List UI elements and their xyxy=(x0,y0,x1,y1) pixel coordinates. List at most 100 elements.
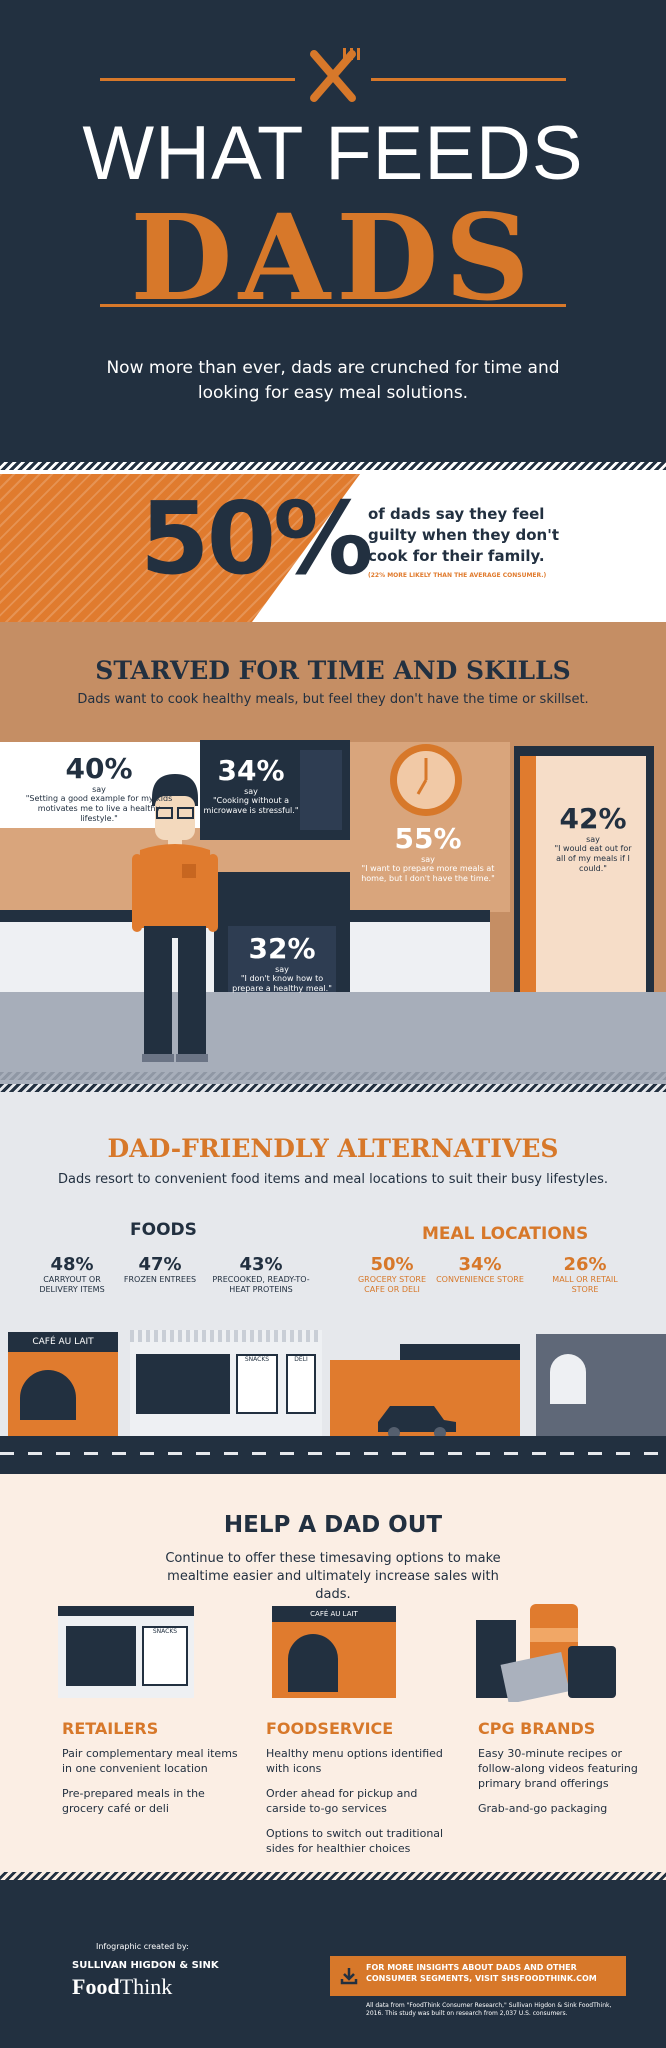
food-label: CARRYOUT OR DELIVERY ITEMS xyxy=(39,1275,105,1294)
logo-think: Think xyxy=(119,1974,173,1999)
foodservice-sign: CAFÉ AU LAIT xyxy=(272,1606,396,1622)
food-percent: 48% xyxy=(50,1254,94,1275)
agency-name: SULLIVAN HIGDON & SINK xyxy=(72,1960,219,1971)
column-item: Order ahead for pickup and carside to-go… xyxy=(266,1787,418,1815)
cpg-brands-column: CPG BRANDS Easy 30-minute recipes or fol… xyxy=(478,1719,658,1826)
stat-quote: "Setting a good example for my kids moti… xyxy=(25,794,173,823)
header-subtitle: Now more than ever, dads are crunched fo… xyxy=(106,358,560,403)
header-rule-left xyxy=(100,78,295,81)
dad-figure xyxy=(132,774,218,1062)
clock-icon xyxy=(390,744,462,816)
location-percent: 34% xyxy=(458,1254,502,1275)
stat-40: 40% say "Setting a good example for my k… xyxy=(24,752,174,824)
retailer-window xyxy=(66,1626,136,1686)
header-rule-right xyxy=(371,78,566,81)
door-panel xyxy=(520,756,536,992)
stat-quote: "I want to prepare more meals at home, b… xyxy=(361,864,495,883)
stat-percent: 40% xyxy=(65,752,133,785)
header-rule-bottom xyxy=(100,304,566,307)
stove-top xyxy=(214,872,350,912)
cpg-packages-icon xyxy=(476,1604,616,1702)
created-by: Infographic created by: xyxy=(96,1942,189,1951)
fork-knife-icon xyxy=(310,48,360,102)
cta-text: FOR MORE INSIGHTS ABOUT DADS AND OTHER C… xyxy=(366,1963,597,1983)
stat-say: say xyxy=(275,965,289,974)
orange-banner xyxy=(0,474,360,622)
meal-locations-label: MEAL LOCATIONS xyxy=(422,1224,589,1244)
cta-banner[interactable]: FOR MORE INSIGHTS ABOUT DADS AND OTHER C… xyxy=(330,1956,626,1996)
help-section: HELP A DAD OUT Continue to offer these t… xyxy=(0,1474,666,1872)
microwave xyxy=(300,750,342,830)
stat-say: say xyxy=(421,855,435,864)
food-label: FROZEN ENTREES xyxy=(123,1275,197,1284)
street-dashes xyxy=(0,1452,666,1455)
doorway xyxy=(524,756,646,992)
column-title: FOODSERVICE xyxy=(266,1719,394,1738)
alternatives-heading: DAD-FRIENDLY ALTERNATIVES xyxy=(107,1134,559,1163)
countertop-right xyxy=(350,910,490,922)
food-percent: 43% xyxy=(239,1254,283,1275)
guilt-stat-band: 50% of dads say they feel guilty when th… xyxy=(0,462,666,622)
stat-say: say xyxy=(244,787,258,796)
retailer-snacks-sign: SNACKS xyxy=(142,1626,188,1686)
location-label: MALL OR RETAIL STORE xyxy=(552,1275,618,1294)
lower-cabinets-right xyxy=(350,922,490,996)
floor-stripe xyxy=(0,1072,666,1080)
location-stat-50: 50% GROCERY STORE CAFE OR DELI xyxy=(352,1254,432,1295)
street xyxy=(0,1436,666,1474)
stripe-divider xyxy=(0,1084,666,1092)
download-icon xyxy=(340,1968,358,1985)
gas-station-roof xyxy=(400,1344,520,1360)
stat-34: 34% say "Cooking without a microwave is … xyxy=(202,754,300,816)
stat-say: say xyxy=(92,785,106,794)
column-item: Easy 30-minute recipes or follow-along v… xyxy=(478,1747,638,1790)
mall-window xyxy=(550,1354,586,1404)
column-item: Pre-prepared meals in the grocery café o… xyxy=(62,1787,205,1815)
source-note: All data from "FoodThink Consumer Resear… xyxy=(366,2002,612,2017)
food-percent: 47% xyxy=(138,1254,182,1275)
guilt-text: of dads say they feel guilty when they d… xyxy=(368,505,559,565)
column-title: RETAILERS xyxy=(62,1719,159,1738)
guilt-percent: 50% xyxy=(140,480,373,597)
stat-percent: 34% xyxy=(217,754,285,787)
column-item: Healthy menu options identified with ico… xyxy=(266,1747,443,1775)
food-label: PRECOOKED, READY-TO-HEAT PROTEINS xyxy=(212,1275,310,1294)
deli-sign: DELI xyxy=(286,1354,316,1414)
cafe-sign: CAFÉ AU LAIT xyxy=(8,1332,118,1352)
title-line-1: WHAT FEEDS xyxy=(82,111,584,196)
foodthink-logo: FoodThink xyxy=(72,1974,172,2000)
stat-say: say xyxy=(586,835,600,844)
car-icon xyxy=(378,1406,456,1439)
stat-percent: 55% xyxy=(394,822,462,855)
guilt-note: (22% MORE LIKELY THAN THE AVERAGE CONSUM… xyxy=(368,572,547,579)
stat-55: 55% say "I want to prepare more meals at… xyxy=(360,822,496,884)
column-title: CPG BRANDS xyxy=(478,1719,596,1738)
starved-section: STARVED FOR TIME AND SKILLS Dads want to… xyxy=(0,622,666,1084)
stat-32: 32% say "I don't know how to prepare a h… xyxy=(230,932,334,994)
header: WHAT FEEDS DADS Now more than ever, dads… xyxy=(0,0,666,462)
stat-quote: "I don't know how to prepare a healthy m… xyxy=(232,974,332,993)
foodservice-window xyxy=(288,1634,338,1692)
location-stat-26: 26% MALL OR RETAIL STORE xyxy=(542,1254,628,1295)
stat-percent: 32% xyxy=(248,932,316,965)
location-stat-34: 34% CONVENIENCE STORE xyxy=(436,1254,524,1285)
cafe-window xyxy=(20,1370,76,1420)
foodservice-column: FOODSERVICE Healthy menu options identif… xyxy=(266,1719,446,1866)
retailers-column: RETAILERS Pair complementary meal items … xyxy=(62,1719,242,1826)
grocery-window xyxy=(136,1354,230,1414)
grocery-awning xyxy=(130,1330,322,1342)
column-item: Options to switch out traditional sides … xyxy=(266,1827,444,1855)
title-line-2: DADS xyxy=(130,188,536,327)
food-stat-43: 43% PRECOOKED, READY-TO-HEAT PROTEINS xyxy=(206,1254,316,1295)
stat-percent: 42% xyxy=(559,802,627,835)
location-percent: 50% xyxy=(370,1254,414,1275)
footer: Infographic created by: SULLIVAN HIGDON … xyxy=(0,1872,666,2048)
stat-quote: "I would eat out for all of my meals if … xyxy=(554,844,632,873)
snacks-sign: SNACKS xyxy=(236,1354,278,1414)
floor xyxy=(0,992,666,1084)
help-heading: HELP A DAD OUT xyxy=(223,1512,443,1538)
starved-subheading: Dads want to cook healthy meals, but fee… xyxy=(77,692,589,707)
starved-heading: STARVED FOR TIME AND SKILLS xyxy=(95,656,571,685)
alternatives-subheading: Dads resort to convenient food items and… xyxy=(57,1172,609,1187)
